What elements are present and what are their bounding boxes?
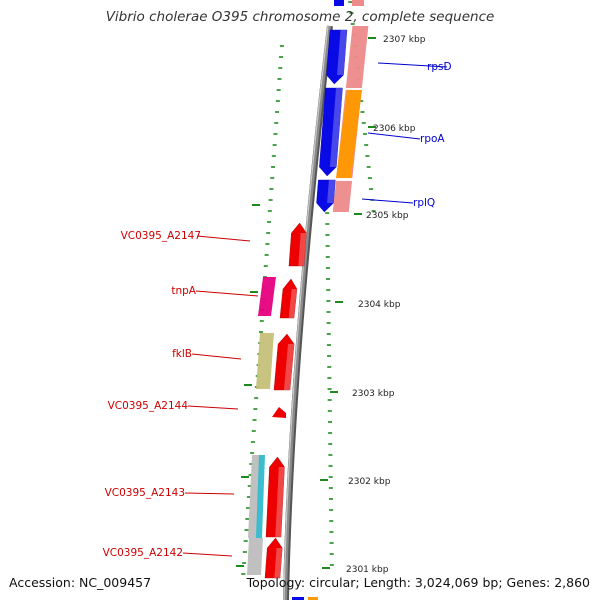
reverse-gene-rplQ [316, 179, 336, 213]
chromosome-backbone-highlight [283, 25, 329, 600]
gene-label-rplQ: rplQ [413, 197, 435, 209]
scale-label: 2306 kbp [373, 124, 416, 134]
gene-leader-line [195, 290, 259, 297]
gene-leader-line [191, 353, 242, 360]
forward-gene-VC0395_A2143-shine [275, 467, 285, 537]
map-title: Vibrio cholerae O395 chromosome 2, compl… [105, 9, 495, 25]
band-gap [345, 88, 364, 90]
band-gap [336, 178, 355, 181]
forward-gene-tnpA [279, 278, 298, 319]
forward-gene-fklB [273, 333, 295, 391]
scale-label: 2301 kbp [346, 565, 389, 575]
scale-label: 2302 kbp [348, 477, 391, 487]
topology-summary: Topology: circular; Length: 3,024,069 bp… [246, 575, 590, 590]
gene-label-rpsD: rpsD [427, 61, 452, 73]
gene-leader-line [196, 235, 251, 242]
gene-label-tnpA: tnpA [171, 285, 196, 297]
khaki-band [256, 333, 274, 389]
scale-label: 2305 kbp [366, 211, 409, 221]
gene-label-rpoA: rpoA [420, 133, 445, 145]
scale-label: 2307 kbp [383, 35, 426, 45]
scale-label: 2304 kbp [358, 300, 401, 310]
grey-band-lower [247, 538, 263, 575]
bottom-stub-orange [308, 597, 318, 600]
magenta-band [258, 277, 276, 316]
gene-leader-line [377, 62, 448, 68]
gene-leader-line [361, 198, 414, 204]
forward-gene-VC0395_A2142-shine [274, 548, 283, 578]
cyan-band [256, 455, 265, 538]
gene-label-fklB: fklB [172, 348, 192, 360]
gene-leader-line [367, 132, 421, 140]
accession-text: Accession: NC_009457 [9, 575, 152, 590]
reverse-gene-rpoA-shine [329, 88, 343, 167]
forward-gene-VC0395_A2142 [264, 537, 283, 579]
forward-gene-VC0395_A2147 [288, 222, 307, 267]
gene-label-VC0395_A2142: VC0395_A2142 [103, 547, 183, 559]
gene-label-VC0395_A2144: VC0395_A2144 [108, 400, 189, 412]
forward-gene-VC0395_A2143 [265, 456, 285, 538]
forward-gene-fklB-shine [283, 344, 295, 390]
scale-label: 2303 kbp [352, 389, 395, 399]
gene-leader-line [184, 492, 235, 495]
forward-gene-tnpA-shine [288, 289, 297, 318]
gene-label-VC0395_A2147: VC0395_A2147 [121, 230, 201, 242]
reverse-gene-rpsD [326, 29, 348, 85]
gene-leader-line [182, 552, 233, 557]
forward-gene-VC0395_A2144 [272, 407, 286, 418]
reverse-gene-stub [334, 0, 344, 6]
forward-gene-VC0395_A2147-shine [298, 233, 307, 266]
reverse-gene-rplQ-shine [327, 180, 336, 203]
bottom-stub-blue [292, 597, 304, 600]
reverse-gene-rpoA [319, 87, 343, 177]
gene-leader-line [187, 405, 239, 410]
band-stub [352, 0, 364, 6]
reverse-gene-rpsD-shine [337, 30, 347, 75]
orange-band [336, 90, 362, 178]
gene-label-VC0395_A2143: VC0395_A2143 [105, 487, 185, 499]
chromosome-backbone [283, 25, 331, 600]
